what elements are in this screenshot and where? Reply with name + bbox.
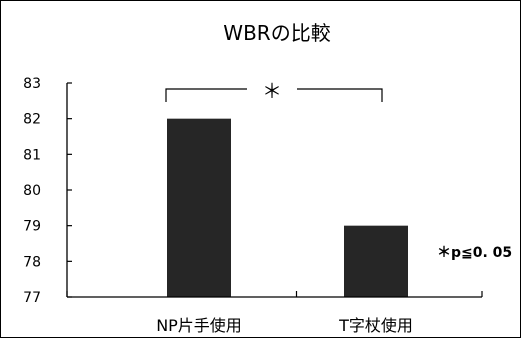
y-tick-label-79: 79 xyxy=(23,219,41,235)
y-tick-label-77: 77 xyxy=(23,290,41,306)
y-tick-label-80: 80 xyxy=(23,183,41,199)
bar-1 xyxy=(167,118,231,298)
chart-title: WBRの比較 xyxy=(223,21,330,45)
y-tick-label-81: 81 xyxy=(23,147,41,163)
significance-note: ＊p≦0. 05 xyxy=(437,245,512,261)
y-tick-label-83: 83 xyxy=(23,76,41,92)
category-label-2: T字杖使用 xyxy=(338,316,413,335)
bar-2 xyxy=(344,225,408,297)
category-label-1: NP片手使用 xyxy=(156,316,242,335)
y-tick-label-82: 82 xyxy=(23,112,41,128)
significance-bracket xyxy=(165,88,383,102)
y-tick-label-78: 78 xyxy=(23,254,41,270)
significance-marker: ＊ xyxy=(262,79,282,103)
